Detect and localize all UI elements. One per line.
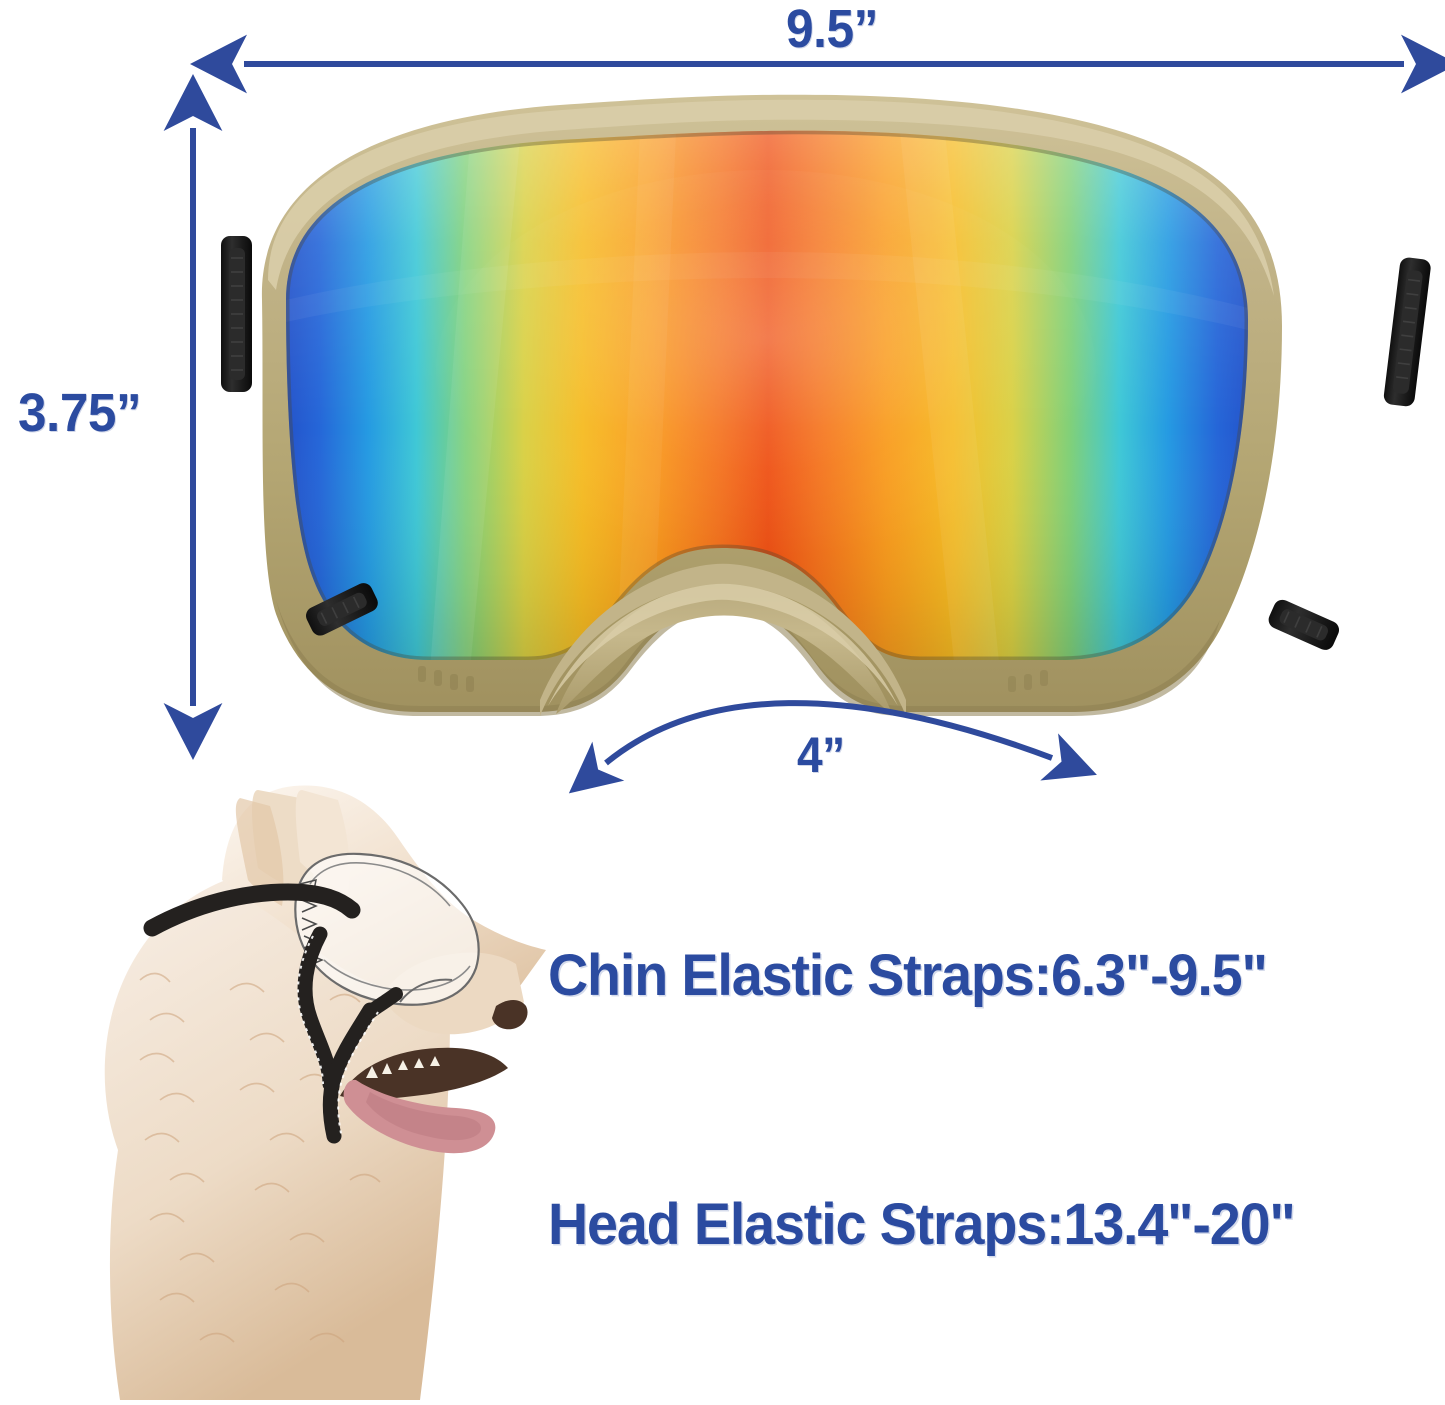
nose-bridge-label: 4” <box>797 727 845 783</box>
lens-streak-a <box>430 140 520 660</box>
dog-nose <box>492 1000 528 1030</box>
lens-facet-band <box>286 252 1248 330</box>
goggle-outline-detail-b <box>323 959 471 991</box>
height-label: 3.75” <box>18 383 142 443</box>
frame-texture-left <box>418 666 474 692</box>
chin-strap-spec: Chin Elastic Straps:6.3"-9.5" <box>548 943 1268 1008</box>
dog-tongue-shade <box>366 1092 482 1141</box>
strap-clip-upper-right <box>1383 257 1431 407</box>
goggle-nose-notch <box>399 978 453 1003</box>
head-strap-spec: Head Elastic Straps:13.4"-20" <box>548 1192 1296 1257</box>
dog-teeth <box>366 1056 440 1078</box>
frame-bottom-shadow <box>276 600 1220 716</box>
goggle-outline-detail-a <box>309 862 451 907</box>
lens-streak-b <box>900 132 1000 660</box>
head-elastic-strap <box>143 883 361 937</box>
dog-ear-back-shade <box>235 798 284 906</box>
strap-clip-lower-left <box>306 583 378 636</box>
nose-bridge-face <box>540 563 906 716</box>
goggle-lens <box>286 130 1248 660</box>
dog-neck-ruff <box>104 867 450 1400</box>
chin-strap-connector <box>363 987 403 1019</box>
nose-bridge <box>540 563 906 716</box>
chin-elastic-strap-left <box>297 926 338 1092</box>
chin-elastic-strap-right <box>322 1002 378 1144</box>
lens-streak-c <box>616 132 676 660</box>
strap-stitching <box>297 935 379 1139</box>
width-label: 9.5” <box>786 0 879 59</box>
dog-head-group <box>104 785 546 1400</box>
lens-gloss <box>436 170 1096 570</box>
nose-dimension-arc <box>568 700 1097 794</box>
frame-texture-right <box>1008 670 1048 692</box>
dog-goggle-outline <box>294 852 480 1006</box>
strap-clip-upper-left <box>221 236 252 392</box>
dog-mouth <box>340 1047 508 1099</box>
nose-bridge-highlight <box>548 583 898 706</box>
strap-clip-lower-right <box>1268 599 1340 650</box>
